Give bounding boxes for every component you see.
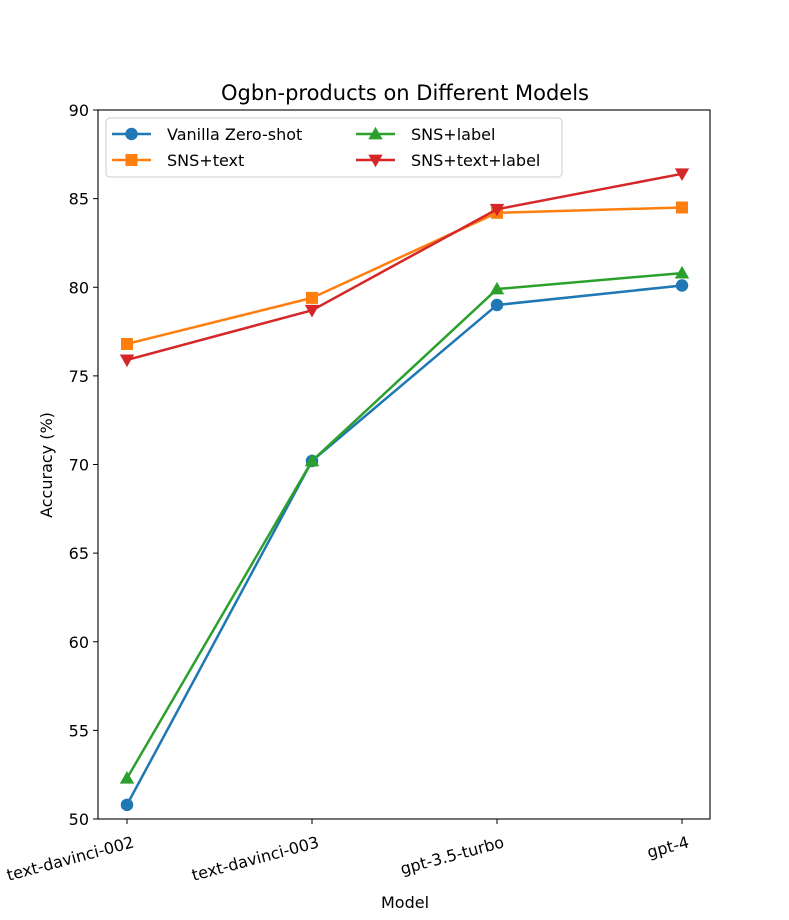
y-tick-label: 60 [69,633,89,652]
series-marker [489,281,505,295]
y-tick-label: 65 [69,544,89,563]
y-axis-label: Accuracy (%) [37,412,56,518]
x-tick-label: text-davinci-003 [190,833,321,885]
series-marker [121,337,133,350]
series-sns-text-label [119,168,690,368]
series-marker [490,298,504,312]
series-marker [674,168,690,182]
series-line [126,206,683,346]
series-line [126,172,683,362]
legend-label: SNS+label [411,125,495,144]
series-marker [304,304,320,318]
series-marker [304,453,320,467]
x-tick-label: gpt-3.5-turbo [398,833,506,879]
legend-item: SNS+text+label [356,151,540,170]
legend-label: SNS+text+label [411,151,540,170]
x-tick-label: gpt-4 [645,833,691,862]
series-marker [125,154,138,166]
y-tick-label: 90 [69,101,89,120]
y-tick-label: 50 [69,810,89,829]
chart-title: Ogbn-products on Different Models [221,81,589,105]
y-tick-label: 80 [69,278,89,297]
y-tick-label: 55 [69,721,89,740]
legend-box [105,117,563,178]
legend: Vanilla Zero-shot SNS+text SNS+label SNS+te… [105,117,563,178]
series-line [125,284,683,806]
series-line [125,271,683,779]
x-tick-label: text-davinci-002 [5,833,136,885]
series-marker [676,201,688,214]
y-tick-label: 75 [69,367,89,386]
legend-label: SNS+text [167,151,244,170]
y-tick-label: 70 [69,456,89,475]
series-marker [120,798,134,812]
legend-label: Vanilla Zero-shot [167,125,302,144]
series-marker [119,354,135,368]
series-marker [489,203,505,217]
series-marker [368,126,383,140]
series-sns-text [121,201,688,350]
series-marker [675,279,689,292]
axes-frame [97,109,711,820]
y-tick-label: 85 [69,190,89,209]
legend-item: Vanilla Zero-shot [112,125,302,144]
series-marker [306,291,318,304]
series-marker [368,154,383,168]
x-axis-label: Model [381,893,429,912]
series-marker [674,265,690,279]
legend-item: SNS+text [112,151,244,170]
series-marker [119,771,135,784]
series-sns-label [119,265,690,784]
legend-item: SNS+label [356,125,495,144]
series-vanilla-zero-shot [120,279,689,812]
plot-area: 50 55 60 65 70 75 80 85 90 text-davinci-002 text-d… [5,101,711,885]
series-marker [125,127,138,141]
